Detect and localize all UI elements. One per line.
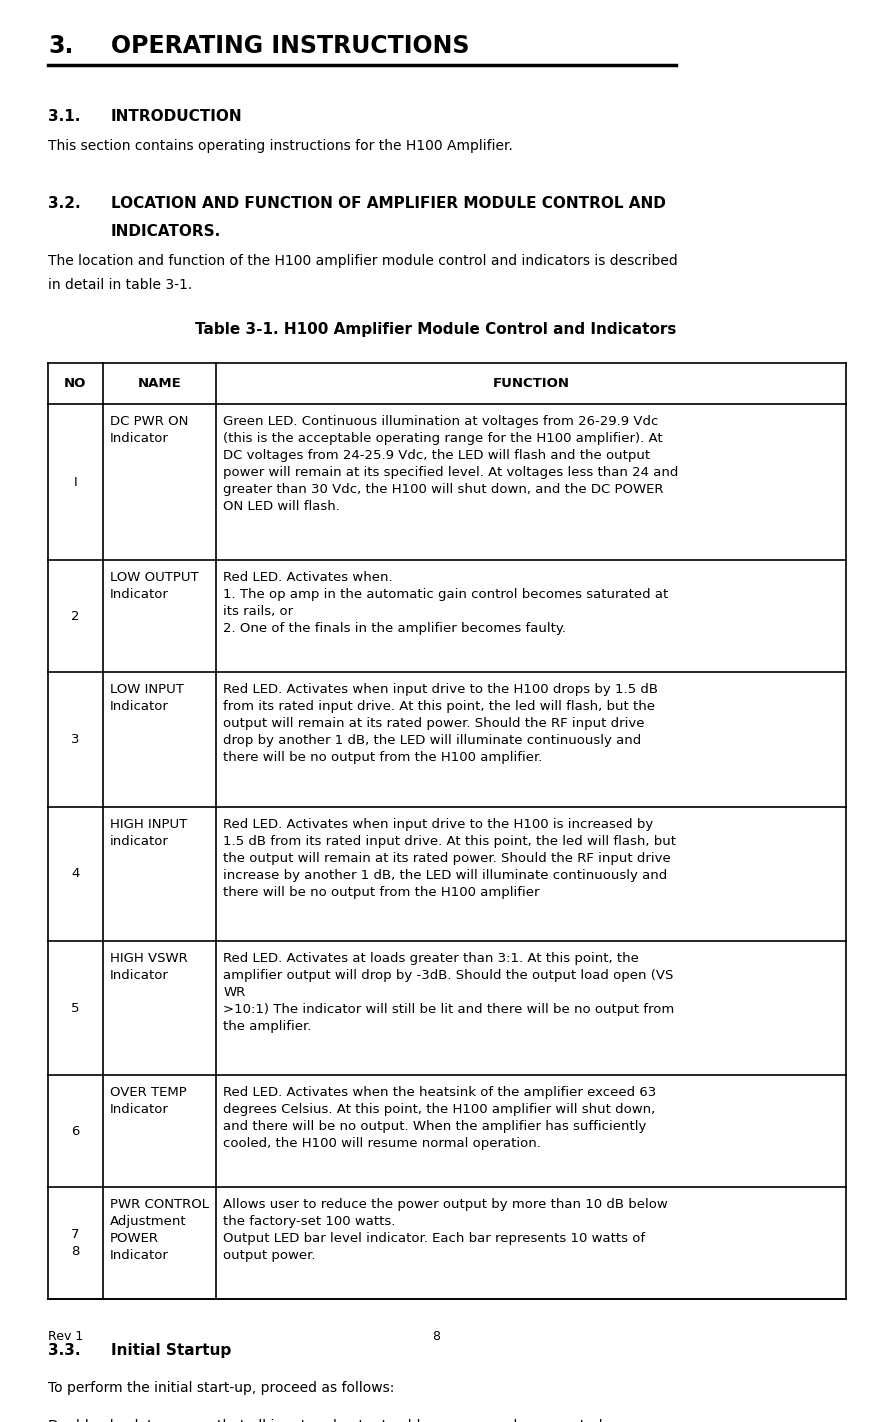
Text: This section contains operating instructions for the H100 Amplifier.: This section contains operating instruct… [48,139,513,154]
Text: 3: 3 [72,732,79,747]
Text: OVER TEMP
Indicator: OVER TEMP Indicator [110,1086,187,1116]
Text: 4: 4 [72,867,79,880]
Text: HIGH VSWR
Indicator: HIGH VSWR Indicator [110,951,187,981]
Text: I: I [73,475,78,489]
Text: 8: 8 [432,1330,440,1344]
Text: PWR CONTROL
Adjustment
POWER
Indicator: PWR CONTROL Adjustment POWER Indicator [110,1197,209,1261]
Text: Red LED. Activates when.
1. The op amp in the automatic gain control becomes sat: Red LED. Activates when. 1. The op amp i… [223,572,669,636]
Text: The location and function of the H100 amplifier module control and indicators is: The location and function of the H100 am… [48,253,678,267]
Text: Red LED. Activates when input drive to the H100 is increased by
1.5 dB from its : Red LED. Activates when input drive to t… [223,818,676,899]
Text: OPERATING INSTRUCTIONS: OPERATING INSTRUCTIONS [111,34,469,58]
Text: NAME: NAME [138,377,181,390]
Text: 3.1.: 3.1. [48,109,80,124]
Text: NO: NO [65,377,86,390]
Text: Red LED. Activates when the heatsink of the amplifier exceed 63
degrees Celsius.: Red LED. Activates when the heatsink of … [223,1086,657,1150]
Text: Table 3-1. H100 Amplifier Module Control and Indicators: Table 3-1. H100 Amplifier Module Control… [195,321,677,337]
Text: Initial Startup: Initial Startup [111,1342,231,1358]
Text: LOCATION AND FUNCTION OF AMPLIFIER MODULE CONTROL AND: LOCATION AND FUNCTION OF AMPLIFIER MODUL… [111,196,665,212]
Text: HIGH INPUT
indicator: HIGH INPUT indicator [110,818,187,848]
Text: Rev 1: Rev 1 [48,1330,83,1344]
Text: 3.3.: 3.3. [48,1342,80,1358]
Text: DC PWR ON
Indicator: DC PWR ON Indicator [110,415,188,445]
Text: INDICATORS.: INDICATORS. [111,223,221,239]
Text: INTRODUCTION: INTRODUCTION [111,109,242,124]
Text: 3.2.: 3.2. [48,196,80,212]
Text: Red LED. Activates at loads greater than 3:1. At this point, the
amplifier outpu: Red LED. Activates at loads greater than… [223,951,674,1032]
Text: 7
8: 7 8 [72,1229,79,1258]
Text: 6: 6 [72,1125,79,1138]
Text: 5: 5 [72,1001,79,1014]
Text: Double-check to ensure that all input and output cables are properly connected.: Double-check to ensure that all input an… [48,1419,607,1422]
Text: 2: 2 [72,610,79,623]
Text: To perform the initial start-up, proceed as follows:: To perform the initial start-up, proceed… [48,1381,394,1395]
Text: 3.: 3. [48,34,73,58]
Text: Allows user to reduce the power output by more than 10 dB below
the factory-set : Allows user to reduce the power output b… [223,1197,668,1261]
Text: LOW INPUT
Indicator: LOW INPUT Indicator [110,683,184,714]
Text: Green LED. Continuous illumination at voltages from 26-29.9 Vdc
(this is the acc: Green LED. Continuous illumination at vo… [223,415,678,512]
Text: Red LED. Activates when input drive to the H100 drops by 1.5 dB
from its rated i: Red LED. Activates when input drive to t… [223,683,658,764]
Text: LOW OUTPUT
Indicator: LOW OUTPUT Indicator [110,572,199,602]
Text: in detail in table 3-1.: in detail in table 3-1. [48,279,192,292]
Text: FUNCTION: FUNCTION [493,377,569,390]
